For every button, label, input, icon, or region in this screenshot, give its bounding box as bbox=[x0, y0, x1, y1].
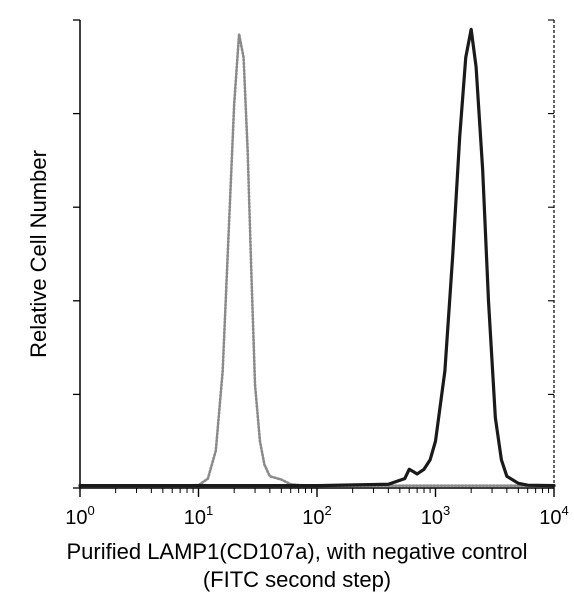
series-1-point bbox=[263, 463, 266, 466]
series-2-point bbox=[423, 468, 425, 471]
series-1-point bbox=[227, 229, 230, 232]
series-1-point bbox=[221, 370, 224, 372]
series-2-point bbox=[481, 168, 484, 171]
series-2-point bbox=[458, 136, 461, 138]
series-2-point bbox=[500, 459, 503, 461]
series-2-point bbox=[429, 459, 431, 461]
series-2-point bbox=[387, 483, 390, 486]
series-1-point bbox=[242, 56, 245, 59]
series-1-point bbox=[259, 440, 261, 443]
series-2-point bbox=[434, 440, 437, 443]
series-2-point bbox=[494, 417, 497, 419]
y-axis-title: Relative Cell Number bbox=[26, 150, 51, 358]
histogram-series-1 bbox=[78, 32, 556, 487]
series-2-point bbox=[452, 253, 454, 255]
x-tick-label: 100 bbox=[65, 503, 94, 529]
series-1-point bbox=[207, 477, 209, 480]
series-1-point bbox=[254, 384, 256, 386]
x-tick-label: 103 bbox=[421, 503, 450, 529]
series-2-point bbox=[79, 484, 81, 487]
series-1-point bbox=[215, 449, 217, 452]
series-1-point bbox=[280, 478, 283, 481]
series-1-point bbox=[233, 103, 235, 106]
series-1-point bbox=[246, 150, 249, 152]
x-tick-label: 101 bbox=[184, 503, 213, 529]
series-2-point bbox=[403, 477, 406, 480]
series-2-point bbox=[408, 468, 411, 471]
x-axis-title-line-2: (FITC second step) bbox=[203, 567, 391, 592]
series-2-point bbox=[316, 484, 318, 487]
series-2-point bbox=[506, 475, 508, 478]
x-tick-label: 104 bbox=[539, 503, 568, 529]
series-1-point bbox=[250, 276, 253, 279]
series-2-point bbox=[464, 56, 467, 59]
series-2-point bbox=[470, 28, 472, 31]
x-tick-label: 102 bbox=[302, 503, 331, 529]
series-2-point bbox=[475, 66, 477, 68]
series-2-point bbox=[416, 473, 418, 475]
series-1-point bbox=[269, 475, 271, 478]
x-axis-title-line-1: Purified LAMP1(CD107a), with negative co… bbox=[66, 539, 527, 564]
series-2-point bbox=[444, 370, 446, 372]
series-2-point bbox=[412, 470, 415, 473]
series-2-point bbox=[487, 300, 490, 302]
series-2-point bbox=[517, 482, 520, 485]
series-2-point bbox=[553, 484, 555, 487]
series-2-point bbox=[526, 484, 529, 486]
histogram-series-2 bbox=[78, 27, 556, 488]
series-1-point bbox=[238, 33, 240, 35]
